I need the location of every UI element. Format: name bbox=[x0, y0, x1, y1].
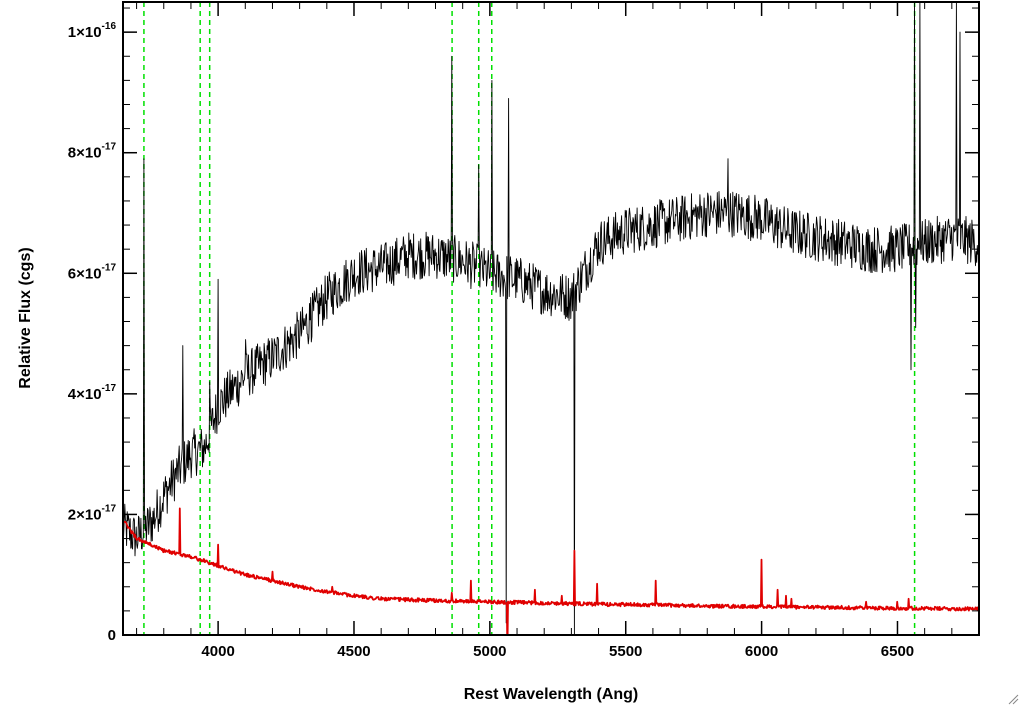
y-tick-label: 6×10-17 bbox=[68, 262, 117, 282]
y-tick-exponent: -16 bbox=[102, 21, 117, 32]
x-tick-label: 4500 bbox=[337, 643, 370, 660]
y-tick-mantissa: 2×10 bbox=[68, 506, 102, 523]
y-tick-mantissa: 1×10 bbox=[68, 24, 102, 41]
y-tick-label: 1×10-16 bbox=[68, 21, 117, 41]
reference-lines bbox=[143, 2, 916, 635]
y-tick-mantissa: 8×10 bbox=[68, 145, 102, 162]
x-tick-label: 4000 bbox=[201, 643, 234, 660]
y-tick-label: 0 bbox=[108, 627, 116, 644]
series-layer bbox=[123, 2, 979, 635]
y-tick-label: 2×10-17 bbox=[68, 503, 117, 523]
x-tick-label: 6500 bbox=[881, 643, 914, 660]
y-tick-exponent: -17 bbox=[102, 503, 117, 514]
y-tick-label: 4×10-17 bbox=[68, 383, 117, 403]
y-tick-exponent: -17 bbox=[102, 142, 117, 153]
x-tick-label: 5500 bbox=[609, 643, 642, 660]
y-tick-mantissa: 4×10 bbox=[68, 386, 102, 403]
observed-spectrum-line bbox=[123, 2, 979, 635]
resize-grip-icon[interactable] bbox=[1008, 694, 1019, 705]
x-axis: 4000 4500 5000 5500 6000 6500 bbox=[136, 2, 980, 660]
plot-frame bbox=[122, 1, 980, 636]
y-tick-exponent: -17 bbox=[102, 383, 117, 394]
y-tick-mantissa: 0 bbox=[108, 627, 116, 644]
y-axis: 02×10-174×10-176×10-178×10-171×10-16 bbox=[68, 7, 979, 644]
y-tick-label: 8×10-17 bbox=[68, 142, 117, 162]
y-tick-mantissa: 6×10 bbox=[68, 265, 102, 282]
y-axis-title: Relative Flux (cgs) bbox=[17, 247, 34, 388]
x-tick-label: 5000 bbox=[473, 643, 506, 660]
x-tick-label: 6000 bbox=[745, 643, 778, 660]
model-spectrum-line bbox=[123, 507, 979, 635]
x-axis-title: Rest Wavelength (Ang) bbox=[464, 686, 639, 703]
y-tick-exponent: -17 bbox=[102, 262, 117, 273]
